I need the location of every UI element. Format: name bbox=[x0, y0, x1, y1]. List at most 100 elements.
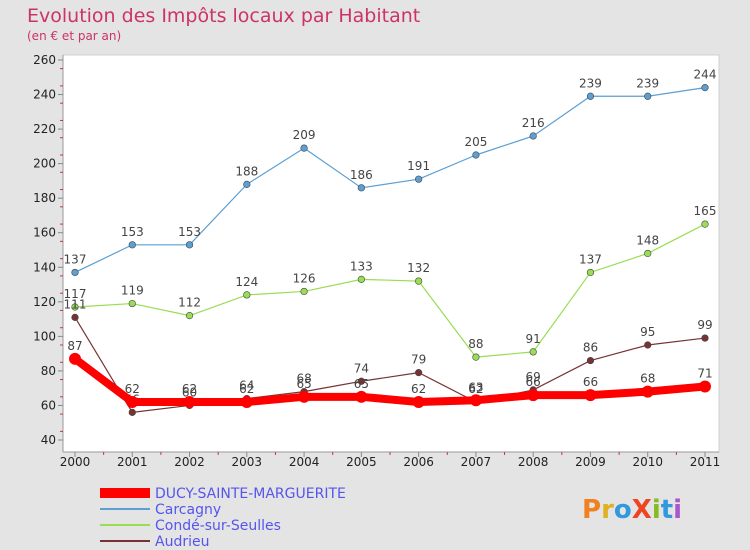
data-label: 244 bbox=[694, 68, 717, 82]
y-tick-label: 100 bbox=[33, 329, 56, 343]
data-label: 62 bbox=[182, 382, 197, 396]
data-point bbox=[641, 385, 654, 398]
x-tick-label: 2006 bbox=[403, 455, 434, 469]
y-tick-label: 260 bbox=[33, 53, 56, 67]
data-point bbox=[71, 268, 79, 277]
y-tick-label: 200 bbox=[33, 157, 56, 171]
legend-swatch bbox=[100, 524, 150, 526]
data-point bbox=[185, 312, 194, 320]
legend-swatch bbox=[100, 488, 150, 498]
x-tick-label: 2002 bbox=[174, 455, 205, 469]
data-label: 68 bbox=[296, 372, 311, 386]
data-label: 65 bbox=[296, 377, 311, 391]
data-point bbox=[412, 396, 425, 408]
series-line bbox=[74, 87, 706, 274]
data-label: 216 bbox=[522, 116, 545, 130]
data-label: 87 bbox=[67, 339, 82, 353]
data-label: 132 bbox=[407, 261, 430, 275]
data-label: 63 bbox=[468, 380, 483, 394]
chart-subtitle: (en € et par an) bbox=[27, 29, 121, 43]
data-label: 66 bbox=[526, 375, 541, 389]
data-label: 69 bbox=[526, 370, 541, 384]
data-label: 119 bbox=[121, 284, 144, 298]
data-label: 62 bbox=[125, 382, 140, 396]
data-point bbox=[644, 92, 652, 100]
data-point bbox=[586, 92, 595, 100]
data-label: 68 bbox=[640, 372, 655, 386]
data-point bbox=[469, 394, 482, 407]
legend-swatch bbox=[100, 540, 150, 542]
logo-text: ProXiti bbox=[582, 495, 682, 525]
data-point bbox=[415, 175, 423, 183]
x-tick-label: 2007 bbox=[461, 455, 492, 469]
series-cond-sur-seulles: 117 119 112 124 126 133 132 88 91 137 148 165 bbox=[64, 204, 717, 361]
axes: 40 60 80 100 120 140 160 180 200 220 240 260 2000 200… bbox=[33, 53, 720, 469]
x-tick-label: 2005 bbox=[346, 455, 377, 469]
data-label: 165 bbox=[694, 204, 717, 218]
data-point bbox=[701, 220, 709, 228]
data-point bbox=[71, 313, 79, 321]
y-tick-label: 140 bbox=[33, 260, 56, 274]
data-point bbox=[357, 275, 365, 283]
data-point bbox=[128, 241, 136, 249]
data-label: 188 bbox=[235, 164, 258, 178]
y-tick-label: 60 bbox=[41, 398, 56, 412]
chart-title: Evolution des Impôts locaux par Habitant bbox=[27, 5, 420, 27]
data-label: 209 bbox=[293, 128, 316, 142]
data-label: 112 bbox=[178, 296, 201, 310]
data-point bbox=[240, 396, 253, 408]
data-label: 205 bbox=[464, 135, 487, 149]
series-line bbox=[74, 223, 706, 358]
data-point bbox=[185, 241, 194, 249]
data-label: 126 bbox=[293, 271, 316, 285]
x-tick-label: 2008 bbox=[518, 455, 549, 469]
data-point bbox=[298, 390, 311, 403]
data-label: 65 bbox=[354, 377, 369, 391]
data-point bbox=[300, 287, 308, 296]
data-label: 88 bbox=[468, 337, 483, 351]
data-point bbox=[415, 369, 423, 377]
y-tick-label: 220 bbox=[33, 122, 56, 136]
x-tick-label: 2009 bbox=[575, 455, 606, 469]
data-label: 111 bbox=[64, 297, 87, 311]
x-tick-label: 2004 bbox=[289, 455, 320, 469]
data-label: 186 bbox=[350, 168, 373, 182]
y-tick-label: 240 bbox=[33, 88, 56, 102]
legend-label: Condé-sur-Seulles bbox=[155, 518, 281, 534]
series-line bbox=[71, 354, 709, 406]
data-point bbox=[243, 291, 251, 299]
data-point bbox=[128, 299, 136, 308]
y-tick-label: 80 bbox=[41, 364, 56, 378]
data-label: 91 bbox=[526, 332, 541, 346]
data-point bbox=[126, 396, 139, 408]
data-label: 153 bbox=[121, 225, 144, 239]
data-point bbox=[701, 334, 709, 342]
y-tick-label: 160 bbox=[33, 226, 56, 240]
data-label: 60 bbox=[182, 385, 197, 399]
series-carcagny: 137 153 153 188 209 186 191 205 216 239 239 244 bbox=[64, 68, 717, 277]
legend: DUCY-SAINTE-MARGUERITECarcagnyCondé-sur-… bbox=[100, 486, 346, 550]
data-label: 79 bbox=[411, 353, 426, 367]
plot-area bbox=[62, 54, 720, 453]
data-label: 66 bbox=[583, 375, 598, 389]
data-point bbox=[584, 389, 597, 402]
legend-swatch bbox=[100, 508, 150, 510]
data-point bbox=[355, 390, 368, 403]
legend-label: DUCY-SAINTE-MARGUERITE bbox=[155, 486, 346, 502]
proxiti-logo: ProXiti bbox=[582, 495, 682, 525]
data-point bbox=[529, 348, 537, 356]
data-label: 62 bbox=[411, 382, 426, 396]
data-label: 148 bbox=[636, 233, 659, 247]
data-point bbox=[644, 341, 652, 349]
data-point bbox=[128, 408, 136, 416]
data-point bbox=[243, 180, 251, 188]
data-point bbox=[472, 151, 480, 159]
data-label: 153 bbox=[178, 225, 201, 239]
data-label: 239 bbox=[636, 76, 659, 90]
data-point bbox=[527, 389, 540, 402]
data-label: 133 bbox=[350, 259, 373, 273]
y-tick-label: 40 bbox=[41, 433, 56, 447]
x-tick-label: 2003 bbox=[232, 455, 263, 469]
data-label: 191 bbox=[407, 159, 430, 173]
